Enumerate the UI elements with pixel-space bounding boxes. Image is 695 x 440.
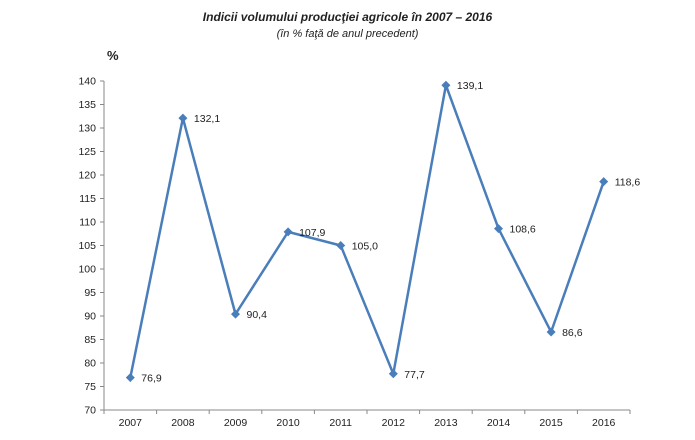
x-tick-label: 2014 [487,417,511,429]
data-point-marker [283,227,293,237]
series-line [129,83,605,378]
data-label: 86,6 [562,327,583,339]
y-tick-label: 105 [78,240,96,252]
data-point-marker [231,309,240,319]
chart-title: Indicii volumului producţiei agricole în… [202,10,493,24]
y-tick-label: 85 [84,334,96,346]
data-point-marker [441,80,451,90]
x-axis: 2007 2008 2009 2010 2011 2012 2013 2014 2015 2016 [103,410,631,429]
y-tick-label: 100 [78,264,96,276]
data-label: 77,7 [404,369,425,381]
y-tick-label: 95 [84,287,96,299]
data-point-marker [178,113,188,123]
data-label: 105,0 [352,241,378,253]
y-tick-label: 120 [78,170,96,182]
y-axis-unit-label: % [107,48,119,63]
y-tick-label: 125 [78,146,96,158]
data-label: 108,6 [510,224,536,236]
data-series: 76,9 132,1 90,4 107,9 105,0 77,7 139,1 108,6 86,… [125,80,641,385]
y-tick-label: 90 [84,311,96,323]
y-axis: 70 75 80 85 90 95 100 105 110 115 120 125 130 135 140 [78,76,104,417]
y-tick-label: 75 [84,381,96,393]
x-tick-label: 2016 [592,417,616,429]
data-label: 139,1 [457,80,483,92]
y-tick-label: 115 [79,193,96,205]
data-point-marker [599,177,609,187]
x-tick-label: 2015 [539,417,563,429]
data-label: 107,9 [299,227,325,239]
x-tick-label: 2011 [329,417,352,429]
y-tick-label: 70 [84,405,96,417]
data-point-marker [494,224,503,234]
chart-subtitle: (în % faţă de anul precedent) [276,28,419,40]
data-point-marker [336,241,346,250]
y-tick-label: 135 [78,99,96,111]
data-point-marker [125,373,135,383]
y-tick-label: 80 [84,358,96,370]
x-tick-label: 2007 [119,417,143,429]
data-label: 132,1 [194,113,220,125]
data-label: 76,9 [141,373,162,385]
y-tick-label: 140 [78,76,96,88]
y-tick-label: 110 [79,217,96,229]
data-label: 118,6 [615,177,641,189]
data-label: 90,4 [247,309,268,321]
x-tick-label: 2013 [434,417,458,429]
data-point-marker [388,369,398,379]
x-tick-label: 2010 [276,417,300,429]
x-tick-label: 2009 [224,417,248,429]
x-tick-label: 2012 [382,417,406,429]
x-tick-label: 2008 [171,417,195,429]
data-point-marker [546,327,556,337]
y-tick-label: 130 [78,123,96,135]
